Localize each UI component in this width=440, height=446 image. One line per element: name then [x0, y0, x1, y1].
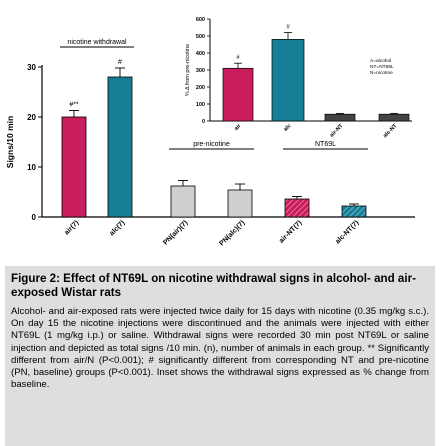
y-tick-label: 30 — [27, 63, 36, 72]
group-label: nicotine withdrawal — [67, 39, 127, 46]
inset-x-tick-label: air-NT — [329, 123, 345, 139]
y-tick-label: 20 — [27, 113, 36, 122]
bar — [227, 189, 253, 218]
main-plot: 0 10 20 30 Signs/10 min air(7) alc(7) PN(air)(7… — [5, 39, 415, 248]
y-axis-label: Signs/10 min — [5, 116, 15, 168]
inset-plot: 0 100 200 300 400 500 600 % Δ from pre-nicotine… — [185, 17, 412, 139]
y-tick-label: 10 — [27, 163, 36, 172]
bar — [107, 76, 133, 218]
group-label: NT69L — [315, 141, 336, 148]
bar — [61, 116, 87, 218]
inset-y-tick-label: 400 — [196, 51, 205, 57]
inset-y-tick-label: 500 — [196, 34, 205, 40]
inset-y-tick-label: 0 — [202, 119, 205, 125]
bar — [284, 198, 310, 218]
x-tick-label: PN(air)(7) — [162, 219, 189, 246]
x-tick-label: alc-NT(7) — [334, 219, 360, 245]
bar — [170, 185, 196, 218]
inset-y-tick-label: 600 — [196, 17, 205, 23]
inset-y-tick-label: 100 — [196, 102, 205, 108]
inset-bar — [271, 39, 305, 122]
inset-bar — [222, 67, 254, 122]
x-tick-label: air(7) — [63, 219, 80, 236]
inset-significance-label: # — [286, 25, 290, 31]
caption-text: Alcohol- and air-exposed rats were injec… — [11, 306, 429, 391]
inset-bar — [378, 113, 410, 122]
significance-label: #** — [69, 102, 79, 109]
inset-y-tick-label: 300 — [196, 68, 205, 74]
inset-x-tick-label: alc — [283, 123, 293, 133]
y-tick-label: 0 — [32, 213, 37, 222]
group-label: pre-nicotine — [193, 141, 230, 148]
x-tick-label: alc(7) — [109, 219, 127, 237]
inset-x-tick-label: air — [233, 123, 243, 133]
figure-caption: Figure 2: Effect of NT69L on nicotine wi… — [5, 266, 435, 446]
caption-title: Figure 2: Effect of NT69L on nicotine wi… — [11, 272, 416, 299]
inset-legend-entry: A=alcohol — [370, 58, 391, 64]
x-tick-label: PN(alc)(7) — [218, 219, 246, 247]
inset-x-tick-label: alc-NT — [382, 123, 399, 140]
inset-legend-entry: NT=NT69L — [370, 64, 394, 70]
inset-significance-label: # — [236, 55, 240, 61]
inset-y-axis-label: % Δ from pre-nicotine — [185, 44, 191, 96]
x-tick-label: air-NT(7) — [278, 219, 303, 244]
inset-y-tick-label: 200 — [196, 85, 205, 91]
withdrawal-chart: 0 10 20 30 Signs/10 min air(7) alc(7) PN(air)(7… — [5, 17, 415, 248]
bar — [341, 205, 367, 218]
inset-legend-entry: N=nicotine — [370, 70, 393, 76]
inset-bar — [324, 113, 356, 122]
significance-label: # — [118, 59, 122, 66]
